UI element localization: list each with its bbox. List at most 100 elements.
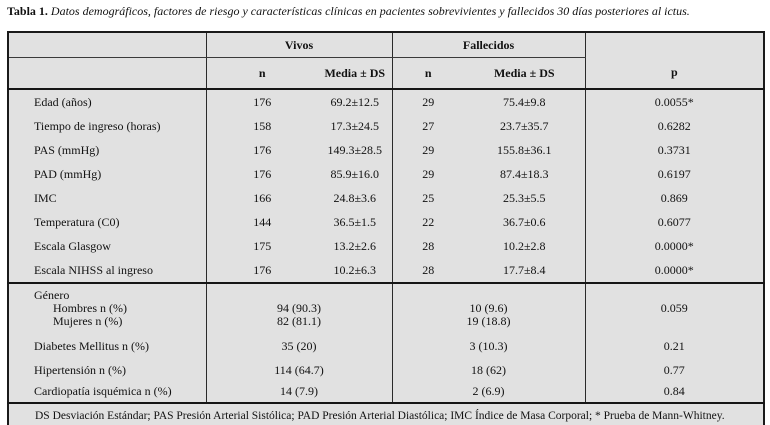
cell-n-fallecidos: 22	[391, 210, 465, 234]
cell-fallecidos: 10 (9.6)	[469, 301, 508, 315]
cell-n-fallecidos: 27	[391, 114, 465, 138]
cell-n-fallecidos: 25	[391, 186, 465, 210]
data-table: Vivos Fallecidos n Media ± DS n Media ± …	[7, 31, 766, 425]
genero-title: Género	[34, 288, 70, 302]
cell-p-group: 0.059	[584, 282, 765, 333]
cell-p: 0.6077	[584, 210, 765, 234]
cell-p: 0.0000*	[584, 258, 765, 283]
table-row: PAD (mmHg) 176 85.9±16.0 29 87.4±18.3 0.…	[8, 162, 765, 186]
genero-row: Género Hombres n (%) Mujeres n (%) 94 (9…	[8, 282, 765, 333]
row-label: Temperatura (C0)	[34, 214, 120, 229]
cell-n-fallecidos: 28	[391, 258, 465, 283]
header-p: p	[584, 57, 765, 90]
cell-p: 0.6197	[584, 162, 765, 186]
cell-p: 0.84	[584, 381, 765, 403]
genero-sub-label: Hombres n (%)	[53, 301, 127, 315]
row-label-group: Género Hombres n (%) Mujeres n (%)	[8, 282, 206, 333]
cell-media-vivos: 10.2±6.3	[333, 262, 377, 277]
table-row: Escala Glasgow 175 13.2±2.6 28 10.2±2.8 …	[8, 234, 765, 258]
header-n-vivos: n	[205, 57, 318, 90]
row-label: PAD (mmHg)	[34, 166, 102, 181]
table-row: Diabetes Mellitus n (%) 35 (20) 3 (10.3)…	[8, 333, 765, 359]
cell-media-fallecidos: 23.7±35.7	[499, 118, 549, 133]
header-media-vivos: Media ± DS	[318, 57, 393, 90]
cell-media-fallecidos: 25.3±5.5	[502, 190, 546, 205]
cell-p: 0.77	[584, 359, 765, 381]
header-n-fallecidos: n	[391, 57, 465, 90]
footnote-text: DS Desviación Estándar; PAS Presión Arte…	[8, 402, 765, 425]
cell-n-fallecidos: 28	[391, 234, 465, 258]
cell-fallecidos-group: 10 (9.6) 19 (18.8)	[391, 282, 586, 333]
cell-vivos: 94 (90.3)	[277, 301, 321, 315]
cell-media-vivos: 17.3±24.5	[330, 118, 380, 133]
genero-sub-label: Mujeres n (%)	[53, 314, 123, 328]
row-label: Escala Glasgow	[34, 238, 111, 253]
table-row: Temperatura (C0) 144 36.5±1.5 22 36.7±0.…	[8, 210, 765, 234]
cell-n-fallecidos: 29	[391, 138, 465, 162]
table-row: Edad (años) 176 69.2±12.5 29 75.4±9.8 0.…	[8, 89, 765, 114]
table-row: PAS (mmHg) 176 149.3±28.5 29 155.8±36.1 …	[8, 138, 765, 162]
cell-p: 0.0000*	[584, 234, 765, 258]
cell-p: 0.6282	[584, 114, 765, 138]
cell-media-vivos: 13.2±2.6	[333, 238, 377, 253]
cell-fallecidos: 2 (6.9)	[391, 381, 586, 403]
table-caption: Tabla 1. Datos demográficos, factores de…	[7, 4, 763, 19]
table-row: Cardiopatía isquémica n (%) 14 (7.9) 2 (…	[8, 381, 765, 403]
table-caption-text: Datos demográficos, factores de riesgo y…	[50, 4, 690, 18]
cell-p: 0.3731	[584, 138, 765, 162]
cell-fallecidos: 18 (62)	[391, 359, 586, 381]
header-group-vivos: Vivos	[205, 32, 393, 58]
cell-media-vivos: 24.8±3.6	[333, 190, 377, 205]
row-label: Tiempo de ingreso (horas)	[34, 118, 161, 133]
cell-p: 0.869	[584, 186, 765, 210]
table-caption-label: Tabla 1.	[7, 4, 48, 18]
row-label: IMC	[34, 190, 57, 205]
table-row: IMC 166 24.8±3.6 25 25.3±5.5 0.869	[8, 186, 765, 210]
header-sub-row: n Media ± DS n Media ± DS p	[8, 57, 765, 90]
cell-n-vivos: 166	[205, 186, 318, 210]
cell-n-vivos: 175	[205, 234, 318, 258]
cell-media-fallecidos: 36.7±0.6	[502, 214, 546, 229]
cell-vivos: 82 (81.1)	[277, 314, 321, 328]
cell-media-vivos: 149.3±28.5	[327, 142, 383, 157]
cell-vivos: 14 (7.9)	[205, 381, 393, 403]
cell-vivos: 114 (64.7)	[205, 359, 393, 381]
lower-section: Género Hombres n (%) Mujeres n (%) 94 (9…	[8, 282, 765, 403]
cell-media-fallecidos: 17.7±8.4	[502, 262, 546, 277]
table-row: Escala NIHSS al ingreso 176 10.2±6.3 28 …	[8, 258, 765, 283]
table-row: Tiempo de ingreso (horas) 158 17.3±24.5 …	[8, 114, 765, 138]
cell-n-vivos: 158	[205, 114, 318, 138]
cell-media-fallecidos: 75.4±9.8	[502, 94, 546, 109]
upper-section: Edad (años) 176 69.2±12.5 29 75.4±9.8 0.…	[8, 89, 765, 283]
cell-media-fallecidos: 87.4±18.3	[499, 166, 549, 181]
footnote-row: DS Desviación Estándar; PAS Presión Arte…	[8, 402, 765, 425]
cell-fallecidos: 19 (18.8)	[466, 314, 511, 328]
row-label: PAS (mmHg)	[34, 142, 100, 157]
cell-media-fallecidos: 155.8±36.1	[496, 142, 552, 157]
cell-vivos: 35 (20)	[205, 333, 393, 359]
header-group-row: Vivos Fallecidos	[8, 32, 765, 58]
cell-n-vivos: 176	[205, 162, 318, 186]
cell-n-vivos: 144	[205, 210, 318, 234]
cell-media-fallecidos: 10.2±2.8	[502, 238, 546, 253]
row-label: Escala NIHSS al ingreso	[34, 262, 153, 277]
table-row: Hipertensión n (%) 114 (64.7) 18 (62) 0.…	[8, 359, 765, 381]
row-label: Diabetes Mellitus n (%)	[34, 338, 149, 353]
header-blank-p-cell	[584, 32, 765, 58]
row-label: Edad (años)	[34, 94, 92, 109]
cell-n-vivos: 176	[205, 138, 318, 162]
row-label: Cardiopatía isquémica n (%)	[34, 384, 172, 398]
cell-n-vivos: 176	[205, 258, 318, 283]
row-label: Hipertensión n (%)	[34, 362, 126, 377]
cell-vivos-group: 94 (90.3) 82 (81.1)	[205, 282, 393, 333]
cell-media-vivos: 85.9±16.0	[330, 166, 380, 181]
cell-media-vivos: 69.2±12.5	[330, 94, 380, 109]
cell-p: 0.059	[660, 301, 688, 315]
header-group-fallecidos: Fallecidos	[391, 32, 586, 58]
cell-media-vivos: 36.5±1.5	[333, 214, 377, 229]
footnote-section: DS Desviación Estándar; PAS Presión Arte…	[8, 402, 765, 425]
cell-fallecidos: 3 (10.3)	[391, 333, 586, 359]
header-blank-cell	[8, 32, 206, 58]
cell-n-vivos: 176	[205, 89, 318, 114]
